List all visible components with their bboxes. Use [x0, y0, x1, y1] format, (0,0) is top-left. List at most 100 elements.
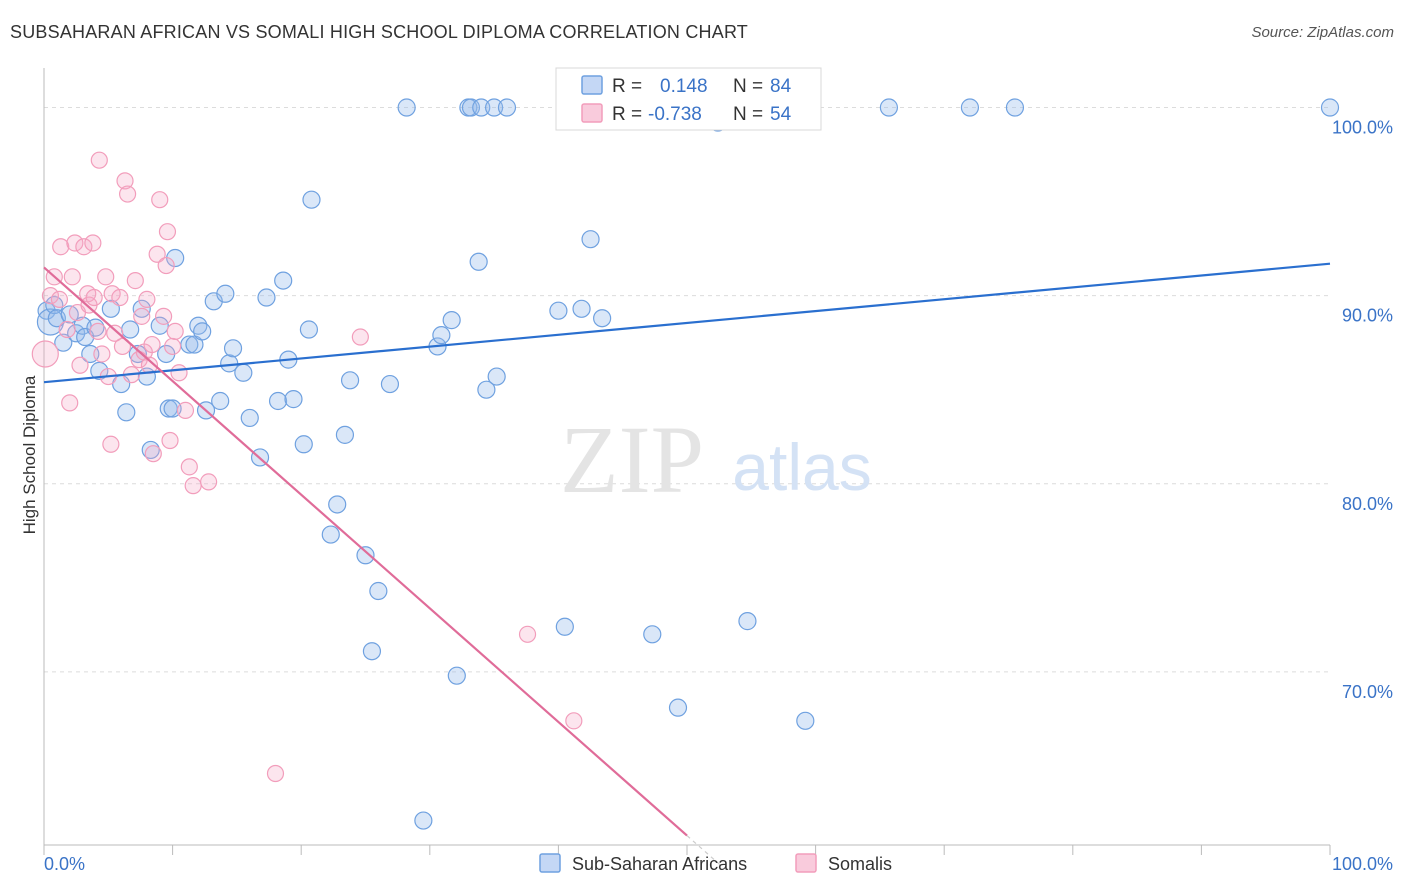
point-subsaharan	[216, 284, 235, 303]
point-subsaharan	[472, 98, 491, 117]
point-subsaharan	[268, 391, 288, 411]
grid-lines	[44, 107, 1330, 673]
point-subsaharan	[432, 326, 451, 345]
point-somali	[84, 234, 102, 252]
point-somali	[200, 473, 218, 491]
point-somali	[93, 345, 111, 363]
point-subsaharan	[356, 546, 375, 565]
point-somali	[66, 234, 84, 252]
point-subsaharan	[193, 322, 212, 341]
point-subsaharan	[447, 666, 466, 685]
y-tick-label-0: 70.0%	[1342, 682, 1393, 702]
point-subsaharan	[1005, 98, 1025, 117]
point-subsaharan	[414, 811, 433, 830]
point-somali	[126, 271, 144, 290]
point-somali	[164, 337, 182, 356]
point-subsaharan	[257, 288, 276, 307]
point-subsaharan	[497, 98, 517, 117]
y-tick-label-3: 100.0%	[1332, 118, 1393, 138]
point-subsaharan	[240, 408, 259, 428]
point-subsaharan	[668, 698, 688, 717]
point-somali	[111, 288, 129, 307]
point-somali	[90, 151, 108, 169]
x-tick-label-1: 100.0%	[1332, 854, 1393, 874]
legend-bottom-swatch-pink	[795, 853, 817, 873]
y-tick-labels: 70.0% 80.0% 90.0% 100.0%	[1332, 118, 1393, 702]
point-somali	[31, 340, 59, 368]
watermark: ZIP atlas	[560, 406, 872, 513]
point-subsaharan	[380, 374, 400, 394]
point-subsaharan	[555, 617, 574, 636]
legend-bottom-label-blue: Sub-Saharan Africans	[572, 854, 747, 874]
point-somali	[148, 245, 166, 263]
x-tick-label-0: 0.0%	[44, 854, 85, 874]
trend-line-subsaharan	[43, 262, 1331, 384]
legend-r-label-pink: R =	[612, 104, 642, 125]
legend-r-value-blue: 0.148	[660, 76, 708, 97]
point-subsaharan	[796, 711, 815, 730]
point-somali	[157, 256, 175, 275]
point-somali	[75, 238, 93, 256]
point-subsaharan	[121, 320, 140, 339]
point-subsaharan	[335, 425, 355, 444]
point-subsaharan	[117, 403, 136, 422]
legend-n-value-pink: 54	[770, 104, 792, 125]
x-tick-labels: 0.0% 100.0%	[44, 854, 1393, 874]
point-subsaharan	[163, 399, 182, 418]
point-somali	[170, 364, 188, 382]
point-somali	[184, 477, 202, 495]
point-somali	[106, 324, 124, 342]
point-somali	[166, 322, 184, 340]
point-somali	[138, 290, 156, 309]
point-somali	[151, 191, 169, 209]
point-somali	[116, 172, 134, 190]
point-subsaharan	[211, 391, 230, 411]
point-subsaharan	[572, 299, 591, 318]
point-subsaharan	[294, 435, 313, 454]
point-somali	[144, 445, 162, 463]
point-subsaharan	[1320, 98, 1340, 117]
point-subsaharan	[643, 625, 662, 644]
legend-n-value-blue: 84	[770, 76, 792, 97]
trend-line-somali-extension	[686, 835, 724, 868]
point-subsaharan	[397, 98, 416, 117]
point-subsaharan	[128, 344, 147, 364]
legend-swatch-blue	[581, 75, 603, 95]
series-legend: Sub-Saharan Africans Somalis	[539, 853, 892, 874]
point-subsaharan	[284, 390, 303, 409]
point-subsaharan	[960, 98, 980, 117]
point-somali	[97, 268, 115, 286]
point-somali	[89, 322, 107, 340]
point-somali	[518, 625, 537, 643]
watermark-atlas: atlas	[732, 430, 871, 504]
point-subsaharan	[362, 642, 382, 661]
point-somali	[176, 401, 195, 420]
point-subsaharan	[477, 380, 496, 399]
point-subsaharan	[54, 333, 73, 352]
point-somali	[266, 764, 285, 783]
trend-lines	[43, 262, 1331, 868]
legend-r-value-pink: -0.738	[648, 104, 702, 125]
stats-legend: R = 0.148 N = 84 R = -0.738 N = 54	[555, 67, 822, 131]
point-subsaharan	[223, 339, 243, 358]
trend-line-somali	[43, 266, 688, 837]
point-somali	[143, 335, 161, 354]
point-subsaharan	[487, 367, 506, 386]
point-subsaharan	[461, 98, 481, 117]
legend-r-label-blue: R =	[612, 76, 642, 97]
point-subsaharan	[328, 495, 347, 514]
legend-n-label-blue: N =	[733, 76, 763, 97]
point-somali	[565, 712, 583, 730]
legend-bottom-label-pink: Somalis	[828, 854, 892, 874]
chart-title: SUBSAHARAN AFRICAN VS SOMALI HIGH SCHOOL…	[10, 22, 749, 42]
point-subsaharan	[738, 612, 757, 631]
series-somali-points	[31, 151, 583, 783]
point-somali	[118, 185, 137, 203]
point-somali	[180, 458, 198, 476]
point-somali	[154, 307, 173, 325]
point-subsaharan	[442, 311, 461, 330]
point-subsaharan	[150, 316, 169, 335]
point-somali	[113, 337, 132, 356]
point-subsaharan	[581, 230, 600, 249]
